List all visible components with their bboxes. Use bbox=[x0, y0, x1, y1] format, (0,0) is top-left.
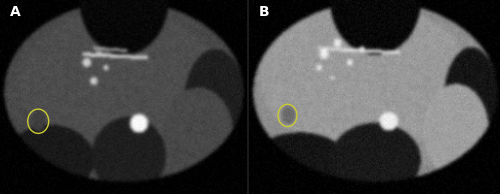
Text: B: B bbox=[258, 5, 269, 19]
Text: A: A bbox=[10, 5, 20, 19]
